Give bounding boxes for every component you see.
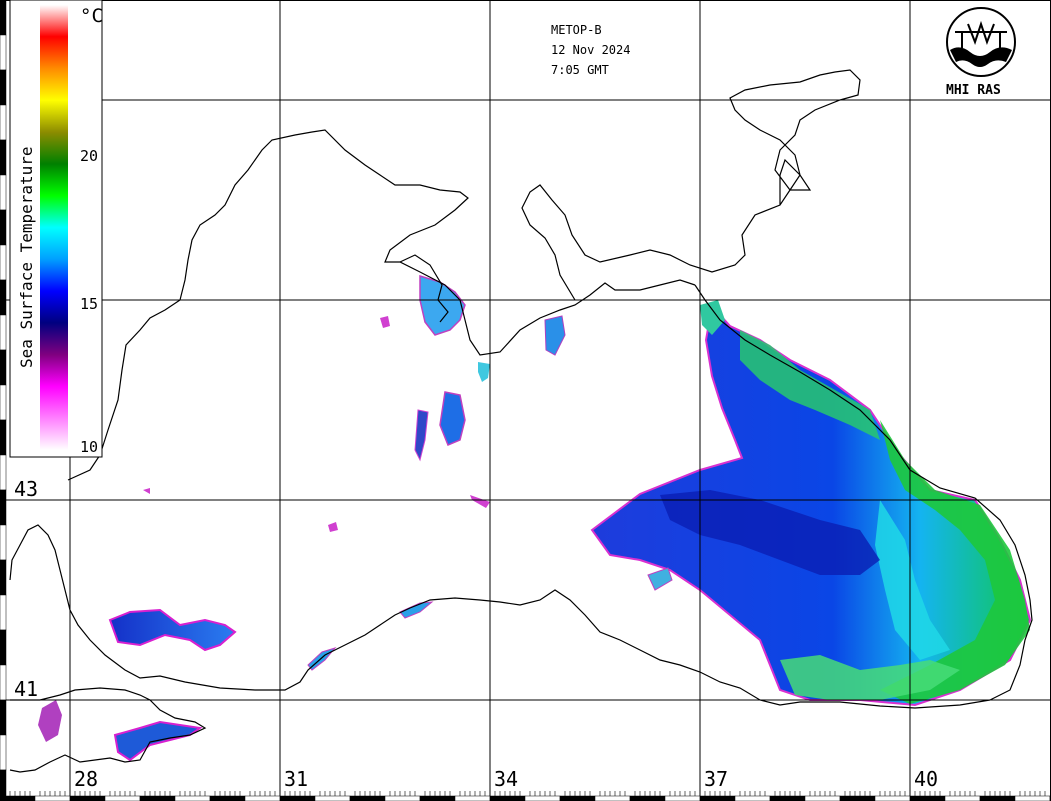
logo-text: MHI RAS	[946, 83, 1001, 98]
legend-tick-10: 10	[80, 438, 98, 456]
ruler-segment	[314, 795, 351, 801]
sst-patch-aegean	[38, 700, 62, 742]
ruler-segment	[0, 34, 7, 71]
sst-patch-east-fragment	[700, 300, 725, 335]
sst-patch-turkish-coast-a	[399, 601, 434, 619]
ruler-segment	[0, 559, 7, 596]
ruler-segment	[0, 174, 7, 211]
ruler-segment	[0, 629, 7, 666]
ruler-segment	[0, 699, 7, 736]
ruler-segment	[489, 795, 526, 801]
ruler-segment	[524, 795, 561, 801]
ruler-segment	[0, 594, 7, 631]
legend-tick-15: 15	[80, 295, 98, 313]
ruler-segment	[0, 349, 7, 386]
ruler-segment	[0, 419, 7, 456]
ruler-segment	[699, 795, 736, 801]
ruler-segment	[0, 314, 7, 351]
ruler-segment	[0, 139, 7, 176]
ruler-segment	[279, 795, 316, 801]
ruler-segment	[0, 454, 7, 491]
ruler-segment	[69, 795, 106, 801]
sst-patch-central-b	[414, 409, 429, 462]
lon-label-34: 34	[494, 767, 518, 791]
sst-patch-fragment-small	[647, 567, 673, 591]
coastline-east	[694, 284, 1033, 701]
coastline-south	[9, 524, 991, 709]
ruler-segment	[664, 795, 701, 801]
coastline-azov	[521, 69, 861, 301]
sst-patch-south-warm	[780, 655, 960, 700]
lat-label-41: 41	[14, 677, 38, 701]
legend-unit: °C	[80, 5, 103, 27]
coastline-layer	[9, 69, 1033, 773]
ruler-segment	[104, 795, 141, 801]
ruler-segment	[209, 795, 246, 801]
image-date: 12 Nov 2024	[551, 43, 630, 57]
ruler-segment	[874, 795, 911, 801]
ruler-segment	[0, 0, 7, 36]
lat-label-43: 43	[14, 477, 38, 501]
ruler-segment	[0, 244, 7, 281]
sst-patch-cyan-band	[875, 500, 950, 660]
sst-patch-dark-core	[660, 490, 880, 575]
legend: °C 20 15 10 Sea Surface Temperature	[9, 0, 103, 458]
ruler-segment	[909, 795, 946, 801]
ruler-segment	[0, 524, 7, 561]
scale-ruler-left	[0, 0, 7, 801]
ruler-segment	[174, 795, 211, 801]
ruler-segment	[0, 664, 7, 701]
ruler-segment	[0, 489, 7, 526]
sst-data-layer	[38, 274, 1032, 762]
legend-tick-20: 20	[80, 147, 98, 165]
ruler-segment	[349, 795, 386, 801]
ruler-segment	[839, 795, 876, 801]
legend-title: Sea Surface Temperature	[17, 146, 36, 368]
scale-ruler-bottom	[0, 791, 1051, 801]
ruler-segment	[384, 795, 421, 801]
legend-colorbar	[40, 5, 68, 450]
ruler-segment	[419, 795, 456, 801]
ruler-segment	[629, 795, 666, 801]
sst-patch-azov-south	[544, 315, 566, 356]
satellite-name: METOP-B	[551, 23, 602, 37]
ruler-segment	[34, 795, 71, 801]
ruler-segment	[594, 795, 631, 801]
ruler-segment	[979, 795, 1016, 801]
ruler-segment	[944, 795, 981, 801]
ruler-segment	[734, 795, 771, 801]
sst-patch-kerch	[478, 362, 490, 382]
lon-label-37: 37	[704, 767, 728, 791]
axis-labels: 28 31 34 37 40 43 41	[14, 477, 938, 791]
ruler-segment	[454, 795, 491, 801]
sst-patch-central-a	[439, 391, 466, 446]
image-time: 7:05 GMT	[551, 63, 609, 77]
coastline-crimea-detail	[399, 254, 449, 323]
ruler-segment	[244, 795, 281, 801]
ruler-segment	[0, 279, 7, 316]
ruler-segment	[1014, 795, 1051, 801]
ruler-segment	[0, 769, 7, 801]
ruler-segment	[0, 384, 7, 421]
ruler-segment	[0, 104, 7, 141]
ruler-segment	[804, 795, 841, 801]
lon-label-31: 31	[284, 767, 308, 791]
ruler-segment	[559, 795, 596, 801]
header: METOP-B 12 Nov 2024 7:05 GMT	[551, 23, 630, 77]
sst-patch-bosphorus-west	[108, 608, 237, 652]
sst-patch-caucasus-warm	[880, 420, 1030, 704]
coastline-west-north	[67, 129, 696, 481]
ruler-segment	[0, 734, 7, 771]
ruler-segment	[769, 795, 806, 801]
lon-label-40: 40	[914, 767, 938, 791]
ruler-segment	[0, 209, 7, 246]
ruler-segment	[0, 69, 7, 106]
mhi-ras-logo: MHI RAS	[946, 7, 1016, 98]
lon-label-28: 28	[74, 767, 98, 791]
coastline-bosphorus	[9, 687, 207, 773]
mhi-ras-emblem-icon	[946, 7, 1016, 77]
ruler-segment	[139, 795, 176, 801]
